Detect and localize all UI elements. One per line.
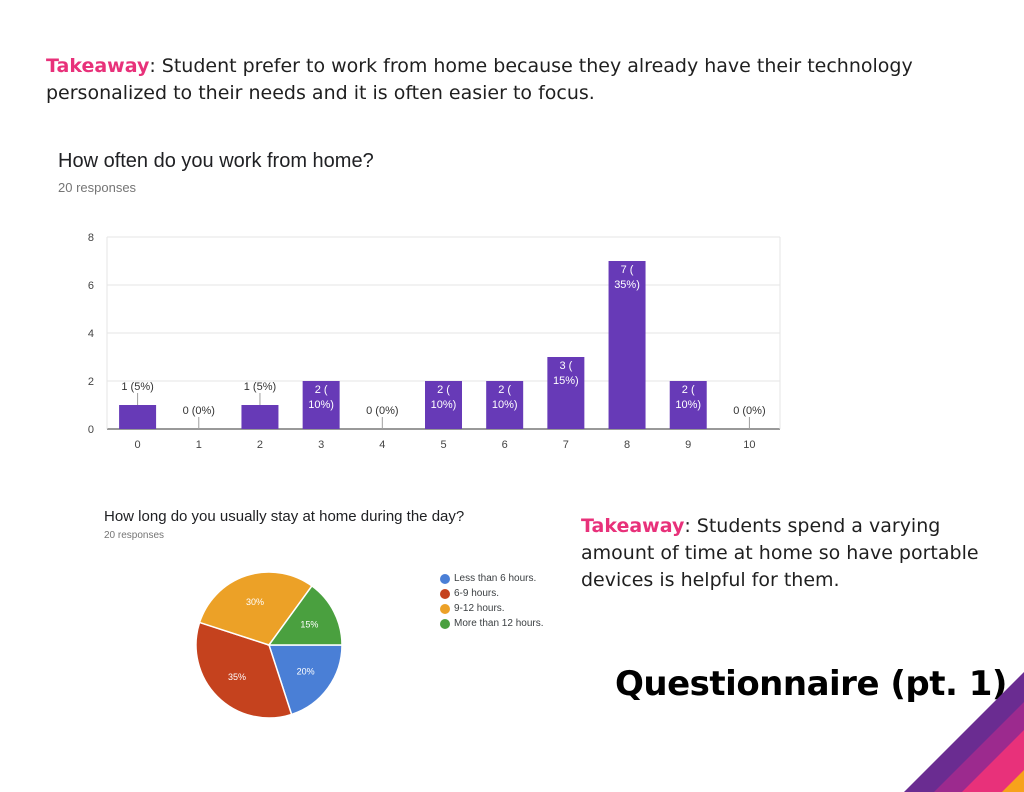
y-tick-label: 0 bbox=[88, 424, 94, 436]
slice-label: 20% bbox=[297, 667, 315, 677]
data-label: 2 ( bbox=[315, 384, 328, 396]
x-tick-label: 9 bbox=[685, 439, 691, 451]
corner-shape bbox=[1002, 770, 1024, 792]
legend-swatch bbox=[440, 573, 450, 584]
takeaway-top-text: : Student prefer to work from home becau… bbox=[46, 55, 913, 104]
bar-chart-title: How often do you work from home? bbox=[58, 150, 374, 172]
pie-slice bbox=[198, 571, 313, 646]
slice-label: 30% bbox=[246, 597, 264, 607]
data-label: 10%) bbox=[308, 399, 334, 411]
pie-chart-title: How long do you usually stay at home dur… bbox=[104, 508, 465, 525]
slice-label: 35% bbox=[228, 672, 246, 682]
x-tick-label: 6 bbox=[502, 439, 508, 451]
y-tick-label: 6 bbox=[88, 280, 94, 292]
pie-slice bbox=[267, 644, 343, 716]
legend-item: 9-12 hours. bbox=[440, 601, 544, 616]
bar bbox=[486, 381, 524, 429]
data-label: 3 ( bbox=[559, 360, 572, 372]
takeaway-bottom: Takeaway: Students spend a varying amoun… bbox=[581, 513, 981, 594]
bar-chart-subtitle: 20 responses bbox=[58, 180, 137, 195]
takeaway-bottom-text: : Students spend a varying amount of tim… bbox=[581, 515, 979, 591]
y-tick-label: 2 bbox=[88, 376, 94, 388]
legend-label: 9-12 hours. bbox=[454, 603, 505, 614]
legend-item: Less than 6 hours. bbox=[440, 571, 544, 586]
takeaway-top-label: Takeaway bbox=[46, 55, 150, 77]
legend-label: Less than 6 hours. bbox=[454, 573, 537, 584]
x-tick-label: 0 bbox=[135, 439, 141, 451]
bar bbox=[302, 381, 340, 429]
pie-legend: Less than 6 hours. 6-9 hours. 9-12 hours… bbox=[440, 571, 544, 631]
data-label: 0 (0%) bbox=[366, 405, 398, 417]
bar bbox=[547, 357, 585, 429]
takeaway-top: Takeaway: Student prefer to work from ho… bbox=[46, 53, 976, 107]
x-tick-label: 5 bbox=[440, 439, 446, 451]
x-tick-label: 10 bbox=[743, 439, 755, 451]
legend-item: More than 12 hours. bbox=[440, 616, 544, 631]
x-tick-label: 1 bbox=[196, 439, 202, 451]
corner-shape bbox=[962, 730, 1024, 792]
bar bbox=[425, 381, 462, 429]
x-tick-label: 8 bbox=[624, 439, 630, 451]
page-title: Questionnaire (pt. 1) bbox=[615, 664, 1007, 704]
pie-chart-subtitle: 20 responses bbox=[104, 530, 165, 541]
data-label: 0 (0%) bbox=[183, 405, 215, 417]
slice-label: 15% bbox=[300, 619, 318, 629]
data-label: 1 (5%) bbox=[244, 381, 276, 393]
y-tick-label: 4 bbox=[88, 328, 94, 340]
data-label: 10%) bbox=[492, 399, 518, 411]
pie-slice bbox=[195, 621, 293, 719]
data-label: 15%) bbox=[553, 375, 579, 387]
data-label: 35%) bbox=[614, 279, 640, 291]
data-label: 7 ( bbox=[621, 264, 634, 276]
bar bbox=[119, 405, 157, 429]
data-label: 2 ( bbox=[498, 384, 511, 396]
takeaway-bottom-label: Takeaway bbox=[581, 515, 685, 537]
data-label: 10%) bbox=[431, 399, 457, 411]
bar bbox=[669, 381, 707, 429]
bar bbox=[608, 261, 646, 429]
bar bbox=[241, 405, 279, 429]
data-label: 0 (0%) bbox=[733, 405, 765, 417]
x-tick-label: 4 bbox=[379, 439, 385, 451]
data-label: 10%) bbox=[675, 399, 701, 411]
pie-slice bbox=[267, 584, 343, 646]
data-label: 2 ( bbox=[437, 384, 450, 396]
x-tick-label: 2 bbox=[257, 439, 263, 451]
legend-item: 6-9 hours. bbox=[440, 586, 544, 601]
data-label: 2 ( bbox=[682, 384, 695, 396]
legend-swatch bbox=[440, 603, 450, 614]
y-tick-label: 8 bbox=[88, 232, 94, 244]
legend-swatch bbox=[440, 588, 450, 599]
data-label: 1 (5%) bbox=[121, 381, 153, 393]
legend-label: More than 12 hours. bbox=[454, 618, 544, 629]
x-tick-label: 7 bbox=[563, 439, 569, 451]
legend-label: 6-9 hours. bbox=[454, 588, 500, 599]
legend-swatch bbox=[440, 618, 450, 629]
x-tick-label: 3 bbox=[318, 439, 324, 451]
